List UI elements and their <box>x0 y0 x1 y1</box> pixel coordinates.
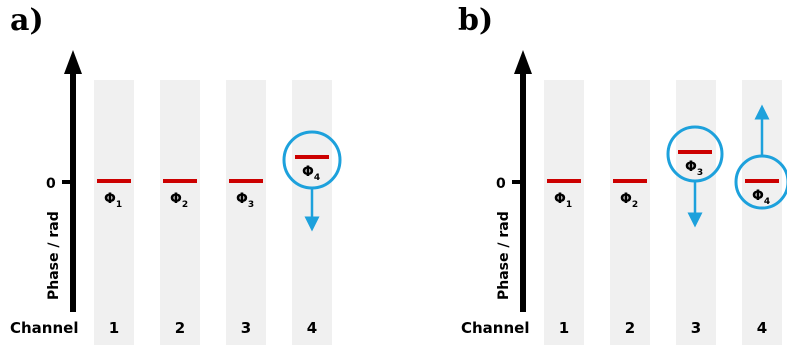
phase-label: Φ4 <box>302 164 320 183</box>
phase-label: Φ2 <box>620 191 638 210</box>
panel-b-label: b) <box>458 3 493 38</box>
panel-b-y-axis-title: Phase / rad <box>496 211 512 300</box>
phase-label: Φ1 <box>104 191 122 210</box>
panel-a-channel-1-number: 1 <box>109 319 119 337</box>
panel-a-channel-2-number: 2 <box>175 319 185 337</box>
panel-b-channel-3: Φ3 <box>666 125 724 228</box>
panel-b-channel-2-number: 2 <box>625 319 635 337</box>
panel-a-channel-3-number: 3 <box>241 319 251 337</box>
panel-b-y-axis-arrowhead <box>514 50 532 74</box>
panel-a: a) 0 Phase / rad Φ1 Φ2 Φ3 Φ4 <box>10 3 342 345</box>
phase-label: Φ3 <box>685 159 703 178</box>
panel-a-channel-1: Φ1 <box>97 179 131 210</box>
channel-2-lane <box>160 80 200 345</box>
panel-b-channel-4: Φ4 <box>734 104 787 210</box>
panel-b-channel-1-number: 1 <box>559 319 569 337</box>
panel-a-channel-2: Φ2 <box>163 179 197 210</box>
panel-b-channel-3-number: 3 <box>691 319 701 337</box>
panel-b-channel-2: Φ2 <box>613 179 647 210</box>
panel-a-label: a) <box>10 3 44 38</box>
panel-a-channel-3: Φ3 <box>229 179 263 210</box>
panel-a-channel-4: Φ4 <box>282 130 342 232</box>
channel-2-lane <box>610 80 650 345</box>
panel-a-lanes <box>94 80 332 345</box>
phase-label: Φ2 <box>170 191 188 210</box>
channel-3-lane <box>226 80 266 345</box>
panel-b-channel-1: Φ1 <box>547 179 581 210</box>
panel-a-y-axis-arrowhead <box>64 50 82 74</box>
panel-a-channel-4-number: 4 <box>307 319 317 337</box>
panel-b-channel-4-number: 4 <box>757 319 767 337</box>
panel-b: b) 0 Phase / rad Φ1 Φ2 Φ3 Φ4 <box>458 3 787 345</box>
channel-1-lane <box>544 80 584 345</box>
panel-a-y-axis-title: Phase / rad <box>46 211 62 300</box>
panel-b-lanes <box>544 80 782 345</box>
phase-label: Φ3 <box>236 191 254 210</box>
panel-b-channel-axis-label: Channel <box>461 319 529 337</box>
panel-a-channel-axis-label: Channel <box>10 319 78 337</box>
panel-a-zero-label: 0 <box>46 176 56 192</box>
channel-1-lane <box>94 80 134 345</box>
phase-label: Φ1 <box>554 191 572 210</box>
phase-label: Φ4 <box>752 188 770 207</box>
panel-b-zero-label: 0 <box>496 176 506 192</box>
